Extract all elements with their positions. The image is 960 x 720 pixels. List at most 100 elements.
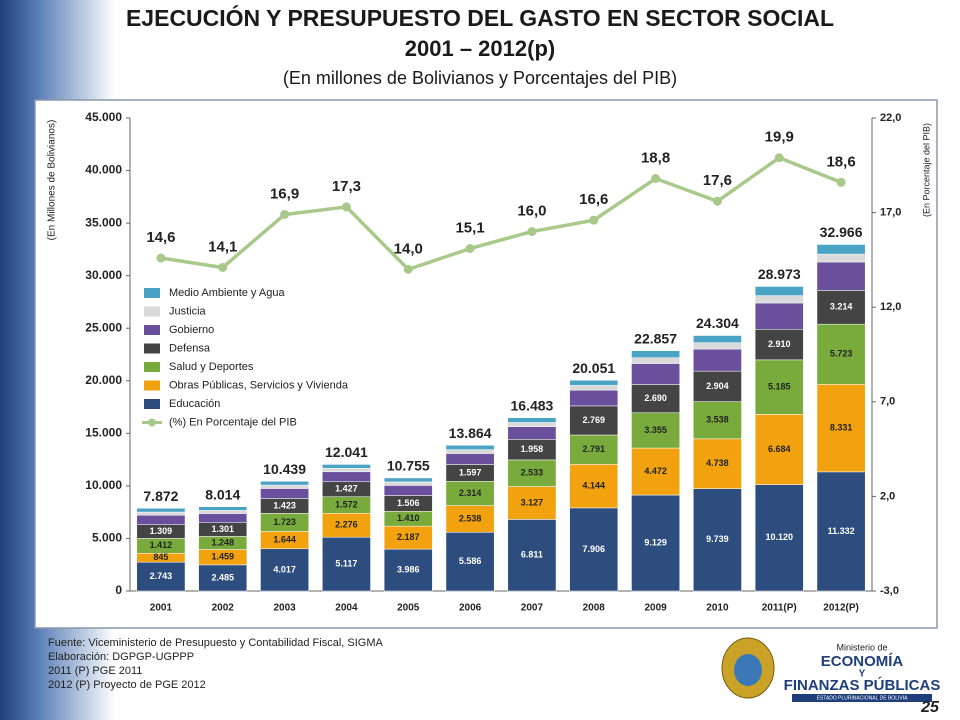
segment-label: 1.248 (211, 537, 234, 547)
total-label: 32.966 (820, 224, 863, 240)
logo: Ministerio de ECONOMÍA Y FINANZAS PÚBLIC… (721, 637, 941, 702)
bar-segment (445, 453, 495, 465)
bar-segment (507, 486, 557, 520)
bar-segment (569, 385, 619, 391)
line-point (651, 174, 661, 184)
segment-label: 1.309 (150, 526, 173, 536)
bar-segment (569, 389, 619, 407)
logo-band (792, 694, 932, 702)
logo-text: FINANZAS PÚBLICAS (784, 676, 941, 694)
y-tick-label: 20.000 (85, 373, 122, 387)
y-tick-label: 45.000 (85, 110, 122, 124)
point-label: 16,6 (579, 191, 608, 208)
total-label: 16.483 (511, 397, 554, 413)
bar-segment (445, 445, 495, 450)
x-tick-label: 2012(P) (823, 603, 859, 614)
y2-tick-label: 12,0 (880, 301, 901, 313)
segment-label: 6.684 (768, 444, 791, 454)
segment-label: 2.743 (150, 571, 173, 581)
segment-label: 1.427 (335, 484, 358, 494)
total-label: 22.857 (634, 330, 677, 346)
point-label: 17,3 (332, 178, 361, 195)
y2-tick-label: 2,0 (880, 490, 895, 502)
segment-label: 10.120 (765, 532, 793, 542)
y-tick-label: 5.000 (92, 531, 122, 545)
bar-segment (198, 510, 248, 514)
x-tick-label: 2006 (459, 603, 482, 614)
y-tick-label: 30.000 (85, 268, 122, 282)
line-point (403, 264, 413, 274)
chart-subtitle: 2001 – 2012(p) (405, 36, 555, 61)
chart-title: EJECUCIÓN Y PRESUPUESTO DEL GASTO EN SEC… (126, 4, 834, 31)
y-tick-label: 40.000 (85, 163, 122, 177)
segment-label: 9.129 (644, 537, 667, 547)
total-label: 24.304 (696, 315, 739, 331)
line-point (465, 244, 475, 254)
bar-segment (136, 514, 186, 525)
segment-label: 1.301 (211, 524, 234, 534)
logo-text: ESTADO PLURINACIONAL DE BOLIVIA (817, 695, 909, 701)
segment-label: 4.017 (273, 564, 296, 574)
legend-label: Gobierno (169, 324, 214, 336)
bar-segment (693, 370, 742, 402)
segment-label: 4.144 (582, 480, 605, 490)
total-label: 13.864 (449, 425, 492, 441)
bar-segment (322, 468, 371, 473)
bar-segment (383, 481, 433, 486)
segment-label: 1.412 (150, 540, 173, 550)
segment-label: 2.904 (706, 381, 729, 391)
units-note: (En millones de Bolivianos y Porcentajes… (283, 68, 677, 88)
segment-label: 1.958 (521, 444, 544, 454)
bar-segment (507, 519, 557, 592)
bar-segment (260, 488, 309, 499)
bar-segment (260, 481, 309, 486)
bar-segment (198, 564, 248, 592)
bar-segment (631, 412, 680, 449)
y-axis-label: (En Millones de Bolivianos) (47, 120, 58, 241)
legend-swatch (144, 288, 160, 298)
segment-label: 2.910 (768, 339, 791, 349)
footer-line: 2011 (P) PGE 2011 (48, 665, 142, 677)
segment-label: 1.410 (397, 513, 420, 523)
legend-label: Medio Ambiente y Agua (169, 287, 285, 299)
segment-label: 2.690 (644, 393, 667, 403)
bar-segment (816, 384, 866, 473)
bar-segment (816, 261, 866, 291)
x-tick-label: 2005 (397, 603, 420, 614)
segment-label: 2.485 (211, 572, 234, 582)
bar-segment (507, 417, 557, 423)
y2-tick-label: 22,0 (880, 112, 901, 124)
legend-swatch (144, 362, 160, 372)
logo-text: ECONOMÍA (821, 653, 904, 670)
legend-swatch (144, 325, 160, 335)
segment-label: 2.538 (459, 513, 482, 523)
y2-tick-label: 17,0 (880, 207, 901, 219)
point-label: 14,6 (146, 229, 175, 246)
bar-segment (631, 350, 680, 358)
segment-label: 3.355 (644, 425, 667, 435)
y-tick-label: 25.000 (85, 320, 122, 334)
point-label: 19,9 (765, 129, 794, 146)
bar-segment (569, 507, 619, 592)
point-label: 15,1 (455, 220, 484, 237)
legend-swatch (148, 418, 156, 427)
segment-label: 5.117 (335, 558, 357, 568)
segment-label: 3.127 (521, 497, 544, 507)
segment-label: 7.906 (582, 544, 605, 554)
segment-label: 11.332 (828, 526, 855, 536)
bar-segment (754, 414, 804, 485)
line-point (774, 153, 784, 163)
segment-label: 1.423 (273, 500, 296, 510)
bar-segment (383, 485, 433, 496)
segment-label: 2.187 (397, 532, 420, 542)
bar-segment (507, 459, 557, 487)
segment-label: 845 (153, 552, 168, 562)
bar-segment (136, 561, 186, 592)
y-tick-label: 10.000 (85, 478, 122, 492)
total-label: 12.041 (325, 444, 368, 460)
total-label: 10.439 (263, 461, 306, 477)
segment-label: 1.459 (211, 552, 234, 562)
x-tick-label: 2003 (273, 603, 296, 614)
line-point (589, 215, 599, 225)
total-label: 28.973 (758, 266, 801, 282)
